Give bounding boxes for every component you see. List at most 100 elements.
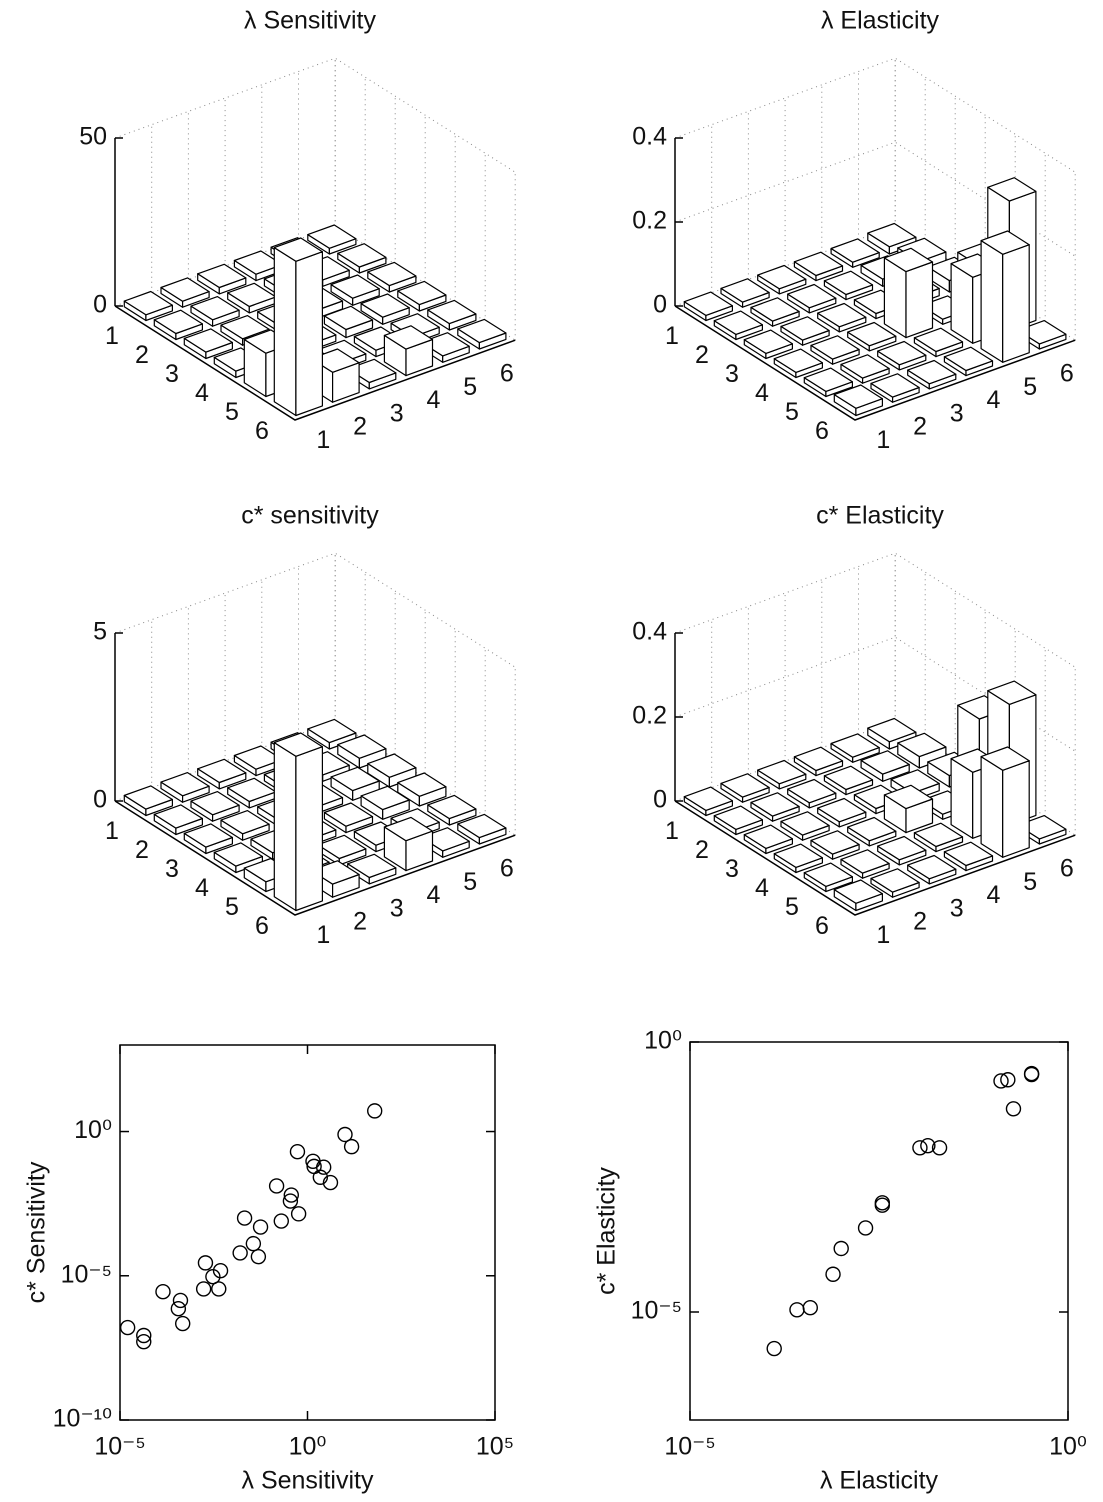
chart-title: c* Elasticity: [816, 502, 944, 530]
column-label: 3: [950, 894, 964, 922]
bar-face: [295, 746, 323, 912]
z-tick-label: 0.4: [632, 123, 667, 151]
bar: [773, 348, 824, 379]
bar: [683, 291, 734, 322]
bar: [823, 270, 874, 301]
bar-top: [833, 879, 884, 904]
row-label: 6: [815, 912, 829, 940]
bar: [227, 777, 277, 809]
bar: [197, 758, 247, 790]
bar: [773, 843, 824, 874]
row-label: 4: [195, 874, 209, 902]
bar: [870, 373, 920, 403]
z-tick-label: 0.2: [632, 702, 667, 730]
bar-top: [213, 842, 263, 867]
bar-top: [743, 329, 794, 354]
bar-top: [307, 224, 357, 249]
bar: [367, 261, 417, 293]
bar: [787, 283, 837, 314]
bar: [860, 750, 910, 782]
bar: [897, 732, 947, 769]
bar: [847, 321, 897, 352]
bar: [457, 813, 507, 845]
scatter-point: [236, 1210, 253, 1226]
scatter-point: [367, 1103, 383, 1119]
row-label: 5: [225, 398, 239, 426]
column-label: 3: [950, 399, 964, 427]
bar-top: [817, 797, 867, 823]
bar-top: [810, 335, 860, 360]
bar-top: [883, 784, 934, 810]
bar: [750, 297, 800, 327]
bar: [317, 834, 367, 866]
bar-top: [683, 786, 734, 812]
x-tick-label: 10⁻⁵: [664, 1433, 715, 1461]
bar: [803, 367, 854, 398]
bar-top: [987, 177, 1037, 202]
bar-top: [197, 758, 247, 784]
column-label: 6: [1060, 854, 1074, 882]
bar-top: [220, 809, 270, 835]
bar: [330, 766, 380, 801]
column-label: 1: [316, 426, 330, 454]
y-tick-label: 10⁻⁵: [631, 1297, 682, 1325]
y-axis-label: c* Sensitivity: [23, 1161, 51, 1303]
bar: [823, 765, 874, 796]
bar: [883, 247, 934, 339]
scatter-point: [315, 1159, 332, 1175]
x-tick-label: 10⁵: [476, 1433, 514, 1461]
bar-top: [890, 769, 940, 794]
bar-top: [347, 853, 397, 879]
bar-top: [160, 771, 210, 797]
bar: [793, 746, 844, 777]
scatter-point: [337, 1126, 353, 1143]
bar: [307, 224, 357, 255]
scatter-point: [136, 1333, 152, 1350]
scatter-point: [282, 1193, 299, 1209]
bar: [153, 309, 203, 341]
bar-top: [397, 280, 447, 306]
bar-top: [457, 813, 507, 839]
bar-top: [773, 348, 824, 373]
bar: [220, 809, 270, 841]
bar-top: [367, 753, 417, 778]
row-label: 6: [815, 417, 829, 445]
bar-top: [233, 250, 284, 275]
bar-top: [757, 264, 807, 290]
bar: [153, 804, 203, 836]
scatter-point: [290, 1206, 307, 1222]
bar-top: [877, 340, 927, 366]
bar: [847, 816, 897, 847]
bar-top: [803, 862, 854, 888]
bar-top: [330, 274, 380, 299]
bar-top: [757, 759, 807, 785]
bar-top: [367, 261, 417, 287]
bar: [810, 830, 860, 860]
bar-top: [867, 222, 917, 248]
bar: [780, 811, 830, 841]
bar-top: [943, 841, 994, 867]
bar: [190, 790, 240, 822]
bar-top: [817, 302, 867, 328]
bar: [943, 841, 994, 872]
scatter-point: [322, 1174, 339, 1191]
scatter-point: [1000, 1072, 1016, 1088]
scatter-point: [931, 1140, 948, 1156]
bar: [817, 302, 867, 333]
bar: [867, 717, 917, 750]
column-label: 4: [986, 386, 1000, 414]
bar: [427, 794, 477, 826]
bar-top: [847, 816, 897, 842]
column-label: 4: [986, 881, 1000, 909]
scatter-point: [250, 1248, 267, 1265]
bar: [793, 251, 844, 282]
scatter-point: [205, 1268, 221, 1285]
z-tick-label: 0: [93, 291, 107, 319]
bar: [273, 732, 323, 912]
y-axis-label: c* Elasticity: [593, 1167, 621, 1295]
bar-top: [907, 359, 957, 385]
bar: [457, 318, 507, 350]
column-label: 5: [1023, 373, 1037, 401]
scatter-point: [343, 1138, 360, 1155]
